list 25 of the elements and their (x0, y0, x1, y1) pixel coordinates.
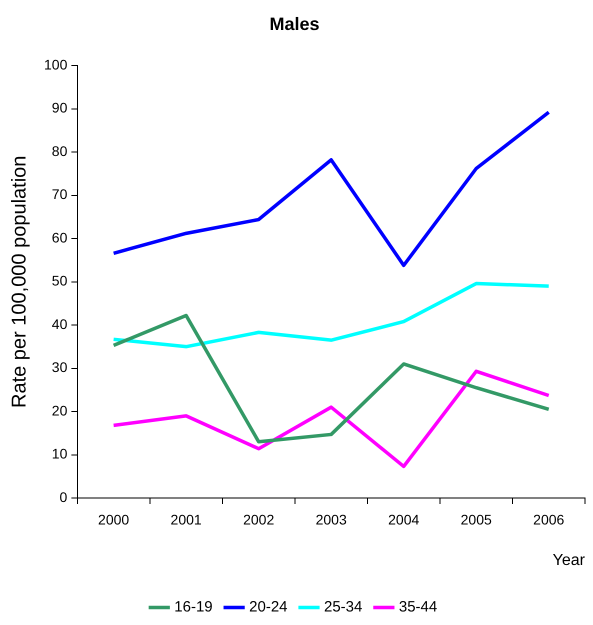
y-tick-label: 40 (52, 316, 68, 332)
y-tick-label: 90 (52, 100, 68, 116)
chart-title: Males (269, 14, 320, 34)
x-tick-label: 2005 (460, 511, 492, 528)
x-axis-title: Year (552, 552, 586, 569)
y-tick-label: 50 (52, 272, 68, 289)
y-tick-label: 30 (52, 359, 68, 376)
x-tick-label: 2003 (316, 511, 347, 528)
y-tick-label: 10 (52, 446, 68, 462)
x-tick-label: 2002 (243, 511, 274, 528)
legend-label: 16-19 (174, 598, 213, 616)
x-tick-label: 2000 (98, 511, 130, 528)
legend-label: 35-44 (398, 598, 438, 616)
legend-label: 20-24 (249, 598, 288, 616)
y-tick-label: 20 (52, 402, 68, 418)
y-tick-label: 80 (52, 142, 68, 159)
y-axis-title: Rate per 100,000 population (8, 156, 31, 408)
y-tick-label: 70 (52, 186, 68, 202)
x-tick-label: 2004 (388, 511, 420, 528)
y-tick-label: 60 (52, 229, 68, 246)
legend-label: 25-34 (324, 598, 362, 616)
y-tick-label: 100 (44, 56, 68, 72)
x-tick-label: 2001 (170, 511, 202, 528)
x-tick-label: 2006 (533, 511, 565, 528)
y-tick-label: 0 (60, 488, 68, 505)
